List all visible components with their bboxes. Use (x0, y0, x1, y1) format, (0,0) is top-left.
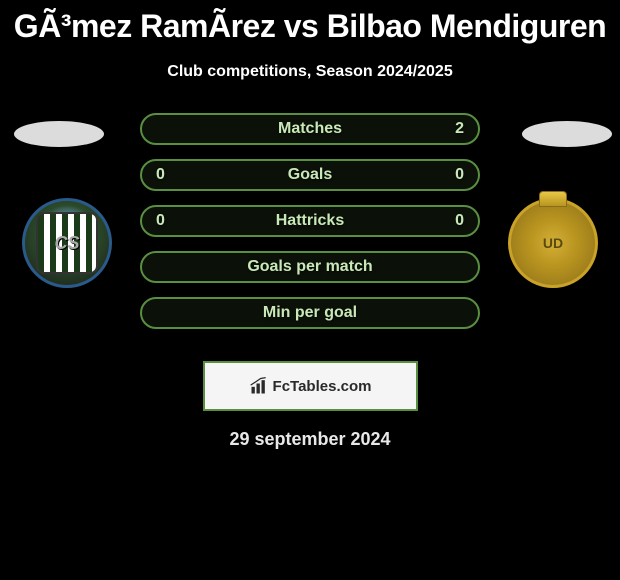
stat-row-mpg: Min per goal (140, 297, 480, 329)
player-right-ellipse (522, 121, 612, 147)
club-badge-left (22, 198, 112, 288)
player-left-ellipse (14, 121, 104, 147)
stats-area: Matches 2 0 Goals 0 0 Hattricks 0 Goals … (0, 113, 620, 343)
stat-row-goals: 0 Goals 0 (140, 159, 480, 191)
stats-rows: Matches 2 0 Goals 0 0 Hattricks 0 Goals … (140, 113, 480, 329)
stat-row-matches: Matches 2 (140, 113, 480, 145)
attribution-box[interactable]: FcTables.com (203, 361, 418, 411)
club-badge-right (508, 198, 598, 288)
attribution-text: FcTables.com (273, 378, 372, 395)
stat-gpm-label: Goals per match (247, 258, 372, 276)
chart-icon (249, 376, 269, 396)
stat-hattricks-right: 0 (455, 212, 464, 230)
stat-matches-right: 2 (455, 120, 464, 138)
subtitle: Club competitions, Season 2024/2025 (0, 63, 620, 81)
stat-goals-right: 0 (455, 166, 464, 184)
comparison-widget: GÃ³mez RamÃ­rez vs Bilbao Mendiguren Clu… (0, 0, 620, 450)
stat-hattricks-left: 0 (156, 212, 165, 230)
date-text: 29 september 2024 (0, 429, 620, 450)
stat-hattricks-label: Hattricks (276, 212, 344, 230)
stat-goals-label: Goals (288, 166, 332, 184)
stat-row-hattricks: 0 Hattricks 0 (140, 205, 480, 237)
stat-mpg-label: Min per goal (263, 304, 357, 322)
page-title: GÃ³mez RamÃ­rez vs Bilbao Mendiguren (0, 0, 620, 45)
stat-matches-label: Matches (278, 120, 342, 138)
stat-goals-left: 0 (156, 166, 165, 184)
stat-row-gpm: Goals per match (140, 251, 480, 283)
